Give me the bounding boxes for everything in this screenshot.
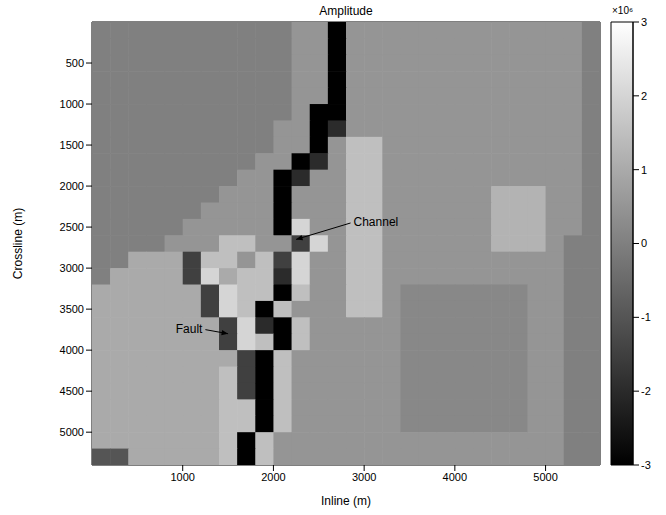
- svg-text:Inline (m): Inline (m): [321, 494, 371, 508]
- svg-text:-1: -1: [641, 311, 651, 323]
- svg-text:-2: -2: [641, 385, 651, 397]
- svg-text:1: 1: [641, 164, 647, 176]
- svg-text:2: 2: [641, 90, 647, 102]
- svg-text:4500: 4500: [60, 385, 84, 397]
- svg-text:1500: 1500: [60, 139, 84, 151]
- svg-text:2500: 2500: [60, 221, 84, 233]
- svg-text:2000: 2000: [60, 180, 84, 192]
- svg-text:500: 500: [66, 57, 84, 69]
- svg-text:0: 0: [641, 237, 647, 249]
- svg-text:4000: 4000: [60, 344, 84, 356]
- svg-text:3500: 3500: [60, 303, 84, 315]
- svg-text:5000: 5000: [533, 471, 557, 483]
- svg-text:5000: 5000: [60, 426, 84, 438]
- svg-text:3000: 3000: [352, 471, 376, 483]
- svg-text:1000: 1000: [60, 98, 84, 110]
- svg-text:Crossline (m): Crossline (m): [11, 208, 25, 279]
- svg-text:Channel: Channel: [354, 215, 399, 229]
- html-text:×10⁶: ×10⁶: [612, 5, 634, 16]
- html-text:Amplitude: Amplitude: [319, 4, 373, 18]
- svg-text:3: 3: [641, 16, 647, 28]
- svg-text:4000: 4000: [443, 471, 467, 483]
- svg-text:2000: 2000: [261, 471, 285, 483]
- svg-text:3000: 3000: [60, 262, 84, 274]
- svg-text:Fault: Fault: [176, 322, 203, 336]
- svg-text:1000: 1000: [170, 471, 194, 483]
- svg-text:-3: -3: [641, 459, 651, 471]
